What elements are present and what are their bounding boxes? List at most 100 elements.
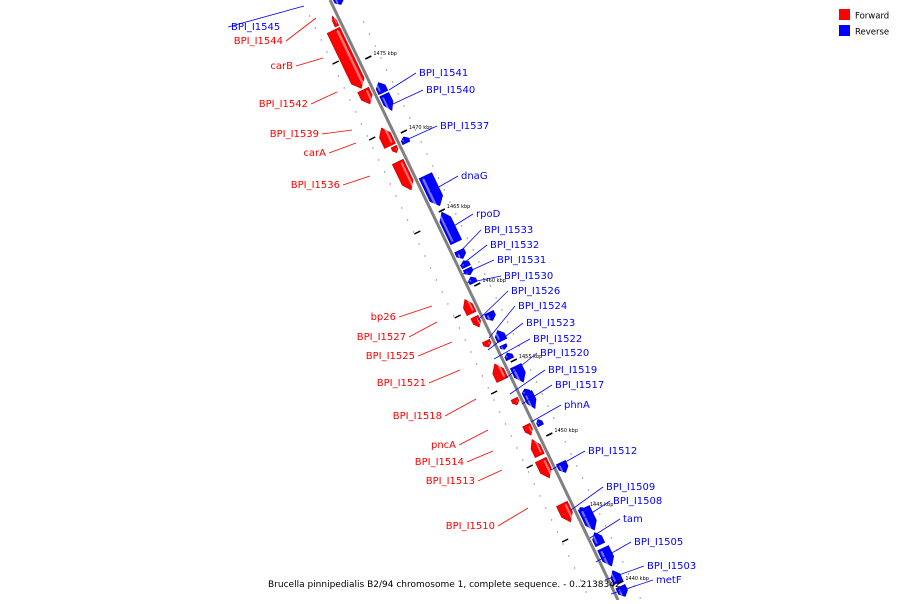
guide-dot bbox=[436, 279, 437, 280]
guide-dot bbox=[507, 321, 508, 322]
guide-dot bbox=[326, 51, 327, 52]
minor-tick-mark bbox=[455, 315, 461, 318]
gene-label: rpoD bbox=[476, 209, 501, 220]
guide-dot bbox=[576, 465, 577, 466]
gene-label: BPI_I1536 bbox=[291, 180, 340, 191]
guide-dot bbox=[588, 489, 589, 490]
guide-dot bbox=[449, 201, 450, 202]
guide-dot bbox=[380, 57, 381, 58]
gene-label: BPI_I1533 bbox=[484, 225, 533, 236]
gene-label: BPI_I1523 bbox=[526, 318, 575, 329]
kbp-tick-mark bbox=[511, 359, 517, 362]
guide-dot bbox=[455, 213, 456, 214]
guide-dot bbox=[493, 399, 494, 400]
legend: Forward Reverse bbox=[839, 9, 889, 38]
kbp-tick-label: 1440 kbp bbox=[625, 576, 649, 582]
guide-dot bbox=[384, 171, 385, 172]
guide-dot bbox=[395, 195, 396, 196]
label-leader-line bbox=[409, 322, 437, 337]
guide-dot bbox=[309, 15, 310, 16]
sequence-caption: Brucella pinnipedialis B2/94 chromosome … bbox=[268, 580, 621, 590]
gene-label: BPI_I1521 bbox=[377, 378, 426, 389]
guide-dot bbox=[392, 81, 393, 82]
minor-tick-mark bbox=[562, 539, 568, 542]
kbp-tick-label: 1445 kbp bbox=[590, 502, 614, 508]
kbp-tick-label: 1465 kbp bbox=[447, 204, 471, 210]
guide-dot bbox=[553, 417, 554, 418]
gene-reverse-21 bbox=[593, 533, 605, 547]
guide-dot bbox=[430, 267, 431, 268]
gene-reverse-13 bbox=[505, 353, 514, 361]
gene-label: BPI_I1520 bbox=[540, 348, 589, 359]
gene-label: BPI_I1514 bbox=[415, 457, 464, 468]
gene-label: BPI_I1525 bbox=[366, 351, 415, 362]
gene-label: BPI_I1510 bbox=[446, 521, 495, 532]
gene-label: BPI_I1513 bbox=[426, 476, 475, 487]
gene-label: BPI_I1508 bbox=[613, 496, 662, 507]
kbp-tick-label: 1450 kbp bbox=[554, 428, 578, 434]
gene-label: BPI_I1503 bbox=[647, 561, 696, 572]
guide-dot bbox=[539, 495, 540, 496]
label-layer: BPI_I1544carBBPI_I1542BPI_I1539carABPI_I… bbox=[228, 6, 696, 594]
guide-dot bbox=[467, 237, 468, 238]
guide-dot bbox=[562, 543, 563, 544]
label-leader-line bbox=[459, 430, 488, 445]
gene-label: BPI_I1524 bbox=[518, 301, 567, 312]
gene-label: BPI_I1541 bbox=[419, 68, 468, 79]
guide-dot bbox=[585, 591, 586, 592]
guide-dot bbox=[407, 219, 408, 220]
gene-block bbox=[500, 344, 507, 350]
label-leader-line bbox=[389, 73, 416, 90]
label-leader-line bbox=[498, 508, 528, 526]
guide-dot bbox=[536, 381, 537, 382]
gene-reverse-1 bbox=[376, 83, 388, 95]
guide-dot bbox=[568, 555, 569, 556]
guide-dot bbox=[441, 291, 442, 292]
guide-dot bbox=[522, 459, 523, 460]
guide-dot bbox=[390, 183, 391, 184]
gene-label: BPI_I1517 bbox=[555, 380, 604, 391]
guide-dot bbox=[611, 537, 612, 538]
gene-label: carA bbox=[303, 148, 326, 159]
gene-label: BPI_I1532 bbox=[490, 240, 539, 251]
gene-label: BPI_I1540 bbox=[426, 85, 475, 96]
gene-forward-13 bbox=[535, 457, 551, 478]
gene-label: tam bbox=[623, 514, 643, 525]
label-leader-line bbox=[418, 342, 452, 356]
kbp-tick-mark bbox=[474, 283, 480, 286]
guide-dot bbox=[461, 225, 462, 226]
label-leader-line bbox=[286, 18, 316, 41]
guide-dot bbox=[444, 189, 445, 190]
gene-label: carB bbox=[270, 61, 293, 72]
label-leader-line bbox=[467, 451, 493, 462]
kbp-tick-label: 1455 kbp bbox=[519, 354, 543, 360]
minor-tick-mark bbox=[333, 61, 339, 64]
kbp-tick-mark bbox=[365, 56, 371, 59]
gene-label: phnA bbox=[564, 400, 590, 411]
gene-forward-8 bbox=[482, 339, 491, 347]
gene-label: metF bbox=[656, 575, 682, 586]
guide-dot bbox=[409, 117, 410, 118]
gene-label: BPI_I1539 bbox=[270, 129, 319, 140]
guide-dot bbox=[315, 27, 316, 28]
label-leader-line bbox=[429, 370, 460, 383]
guide-dot bbox=[490, 285, 491, 286]
guide-dot bbox=[447, 303, 448, 304]
guide-dot bbox=[547, 405, 548, 406]
guide-dot bbox=[355, 111, 356, 112]
guide-dot bbox=[570, 453, 571, 454]
legend-forward-swatch bbox=[839, 9, 850, 20]
guide-dot bbox=[438, 177, 439, 178]
gene-label: BPI_I1512 bbox=[588, 446, 637, 457]
guide-dot bbox=[499, 411, 500, 412]
guide-dot bbox=[369, 33, 370, 34]
gene-reverse-5 bbox=[440, 212, 462, 245]
guide-dot bbox=[511, 435, 512, 436]
gene-label: BPI_I1537 bbox=[440, 121, 489, 132]
guide-dot bbox=[557, 531, 558, 532]
guide-dot bbox=[482, 375, 483, 376]
label-leader-line bbox=[445, 399, 476, 416]
guide-dot bbox=[599, 513, 600, 514]
